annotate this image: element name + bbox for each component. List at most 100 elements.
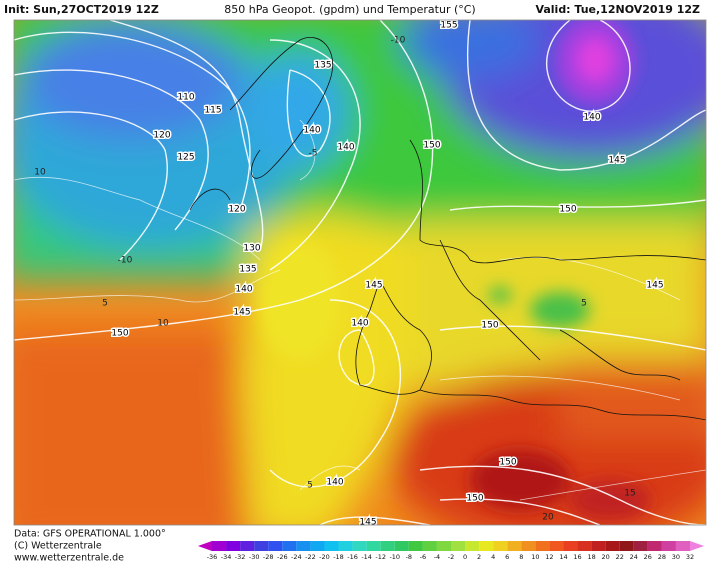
geopotential-label: 145 [365, 281, 382, 291]
scale-box [226, 541, 241, 551]
temperature-label: -10 [391, 36, 406, 46]
scale-box [352, 541, 367, 551]
scale-tick-label: 20 [602, 553, 610, 561]
scale-tick-label: -34 [221, 553, 232, 561]
scale-end [690, 541, 705, 551]
scale-box [296, 541, 311, 551]
geopotential-label: 150 [481, 321, 498, 331]
scale-box [605, 541, 620, 551]
geopotential-label: 110 [177, 93, 194, 103]
scale-tick-label: 24 [630, 553, 638, 561]
color-scale: -36 -34 -32 -30 -28 -26 -24 -22 -20 -18 -16 -14 -12-… [197, 541, 705, 561]
scale-box [591, 541, 606, 551]
scale-box [408, 541, 423, 551]
scale-box [310, 541, 325, 551]
scale-box [563, 541, 578, 551]
geopotential-label: 150 [423, 141, 440, 151]
scale-tick-label: 0 [463, 553, 467, 561]
temperature-label: 10 [157, 319, 169, 329]
valid-time: Valid: Tue,12NOV2019 12Z [535, 3, 700, 16]
geopotential-label: 115 [204, 106, 221, 116]
scale-box [338, 541, 353, 551]
scale-tick-label: -22 [305, 553, 316, 561]
scale-box [324, 541, 339, 551]
map-area: 15 5 135 110 115 120 125 140 140 150 140 145 150 120 1… [14, 20, 706, 528]
coastlines [189, 37, 706, 421]
geopotential-label: 135 [239, 265, 256, 275]
scale-tick-label: -16 [347, 553, 358, 561]
temperature-label: 5 [307, 481, 313, 491]
scale-box [521, 541, 536, 551]
scale-end [197, 541, 212, 551]
scale-tick-label: -8 [406, 553, 412, 561]
scale-tick-label: 12 [545, 553, 553, 561]
scale-box [422, 541, 437, 551]
scale-box [282, 541, 297, 551]
scale-tick-label: -36 [207, 553, 218, 561]
geopotential-label: 140 [583, 113, 600, 123]
scale-tick-label: 30 [672, 553, 680, 561]
geopotential-label: 150 [111, 329, 128, 339]
scale-tick-label: -20 [319, 553, 330, 561]
temperature-isolines [14, 119, 706, 501]
scale-box [380, 541, 395, 551]
temperature-label: 5 [102, 299, 108, 309]
init-time: Init: Sun,27OCT2019 12Z [4, 3, 159, 16]
temperature-label: 20 [542, 513, 554, 523]
scale-tick-label: 6 [505, 553, 509, 561]
map-title: 850 hPa Geopot. (gpdm) und Temperatur (°… [224, 3, 475, 16]
scale-tick-label: 8 [519, 553, 523, 561]
geopotential-label: 140 [326, 478, 343, 488]
scale-box [493, 541, 508, 551]
contour-labels: 15 5 135 110 115 120 125 140 140 150 140 145 150 120 1… [34, 20, 665, 528]
geopotential-label: 140 [351, 319, 368, 329]
map-frame [13, 19, 707, 526]
geopotential-isolines [14, 20, 706, 525]
scale-tick-label: 32 [686, 553, 694, 561]
scale-tick-label: 16 [573, 553, 581, 561]
temperature-label: 15 [624, 489, 635, 499]
copyright: (C) Wetterzentrale [14, 541, 102, 552]
scale-box [633, 541, 648, 551]
scale-box [212, 541, 227, 551]
geopotential-label: 125 [177, 153, 194, 163]
scale-tick-label: -4 [434, 553, 440, 561]
geopotential-label: 145 [233, 308, 250, 318]
geopotential-label: 145 [359, 518, 376, 528]
scale-tick-label: 26 [644, 553, 652, 561]
geopotential-label: 140 [303, 126, 320, 136]
geopotential-label: 145 [646, 281, 663, 291]
scale-box [451, 541, 466, 551]
scale-tick-label: -30 [249, 553, 260, 561]
geopotential-label: 145 [608, 156, 625, 166]
scale-tick-label: 22 [616, 553, 624, 561]
scale-box [254, 541, 269, 551]
scale-box [394, 541, 409, 551]
website: www.wetterzentrale.de [14, 553, 124, 564]
scale-tick-label: -18 [333, 553, 344, 561]
temperature-label: 5 [581, 299, 587, 309]
geopotential-label: 150 [499, 458, 516, 468]
scale-tick-label: 14 [559, 553, 567, 561]
scale-tick-label: -14 [361, 553, 372, 561]
data-source: Data: GFS OPERATIONAL 1.000° [14, 529, 166, 540]
geopotential-label: 135 [314, 61, 331, 71]
scale-box [465, 541, 480, 551]
scale-box [535, 541, 550, 551]
scale-tick-label: -12 [375, 553, 386, 561]
scale-tick-label: 2 [477, 553, 481, 561]
scale-box [661, 541, 676, 551]
scale-box [619, 541, 634, 551]
scale-box [268, 541, 283, 551]
scale-tick-label: -10 [389, 553, 400, 561]
scale-tick-label: -2 [448, 553, 454, 561]
scale-box [240, 541, 255, 551]
geopotential-label: 140 [235, 285, 252, 295]
scale-box [675, 541, 690, 551]
geopotential-label: 120 [153, 131, 170, 141]
temperature-label: -5 [309, 149, 318, 159]
temperature-label: -10 [118, 256, 133, 266]
scale-box [366, 541, 381, 551]
geopotential-label: 120 [228, 205, 245, 215]
